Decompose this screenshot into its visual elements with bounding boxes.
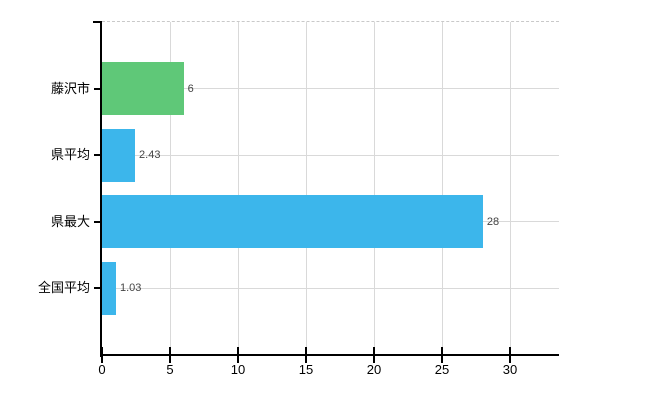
x-tick-label-25: 25 [434,362,450,377]
gridline-vertical-30 [509,22,511,355]
gridline-vertical-15 [305,22,307,355]
x-tick-label-20: 20 [366,362,382,377]
bar-1[interactable] [102,128,136,182]
gridline-horizontal-1 [102,154,559,156]
gridline-vertical-5 [169,22,171,355]
bar-value-label-0: 6 [187,82,194,95]
y-tick-2 [94,220,102,223]
bar-value-label-3: 1.03 [120,282,142,295]
x-tick-label-5: 5 [166,362,174,377]
bar-0[interactable] [102,62,184,116]
x-tick-label-0: 0 [98,362,106,377]
gridline-vertical-10 [237,22,239,355]
bar-value-label-2: 28 [486,215,500,228]
x-tick-label-10: 10 [230,362,246,377]
category-label-2: 県最大 [50,213,90,229]
category-label-1: 県平均 [50,147,90,163]
y-tick-0 [94,87,102,90]
x-tick-label-30: 30 [502,362,518,377]
gridline-vertical-20 [373,22,375,355]
x-axis-line [100,354,559,356]
plot-top-border [102,21,559,22]
y-axis-top-tick [93,21,102,23]
gridline-vertical-25 [441,22,443,355]
y-tick-3 [94,287,102,290]
bar-3[interactable] [102,261,116,315]
y-axis-line [100,21,102,357]
bar-value-label-1: 2.43 [139,149,161,162]
bar-2[interactable] [102,195,483,249]
gridline-horizontal-0 [102,88,559,90]
x-tick-label-15: 15 [298,362,314,377]
category-label-3: 全国平均 [37,280,90,296]
gridline-horizontal-3 [102,287,559,289]
category-label-0: 藤沢市 [50,80,90,96]
y-tick-1 [94,154,102,157]
